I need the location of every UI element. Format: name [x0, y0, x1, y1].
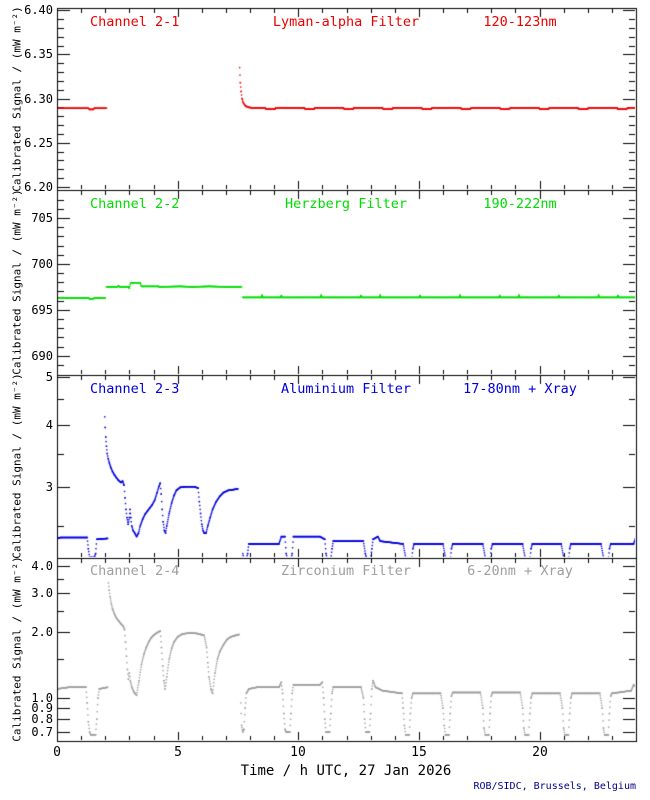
lyra-daily-plot: Channel 2-1 Lyman-alpha Filter 120-123nm…: [0, 0, 650, 800]
plot-canvas: [0, 0, 650, 800]
